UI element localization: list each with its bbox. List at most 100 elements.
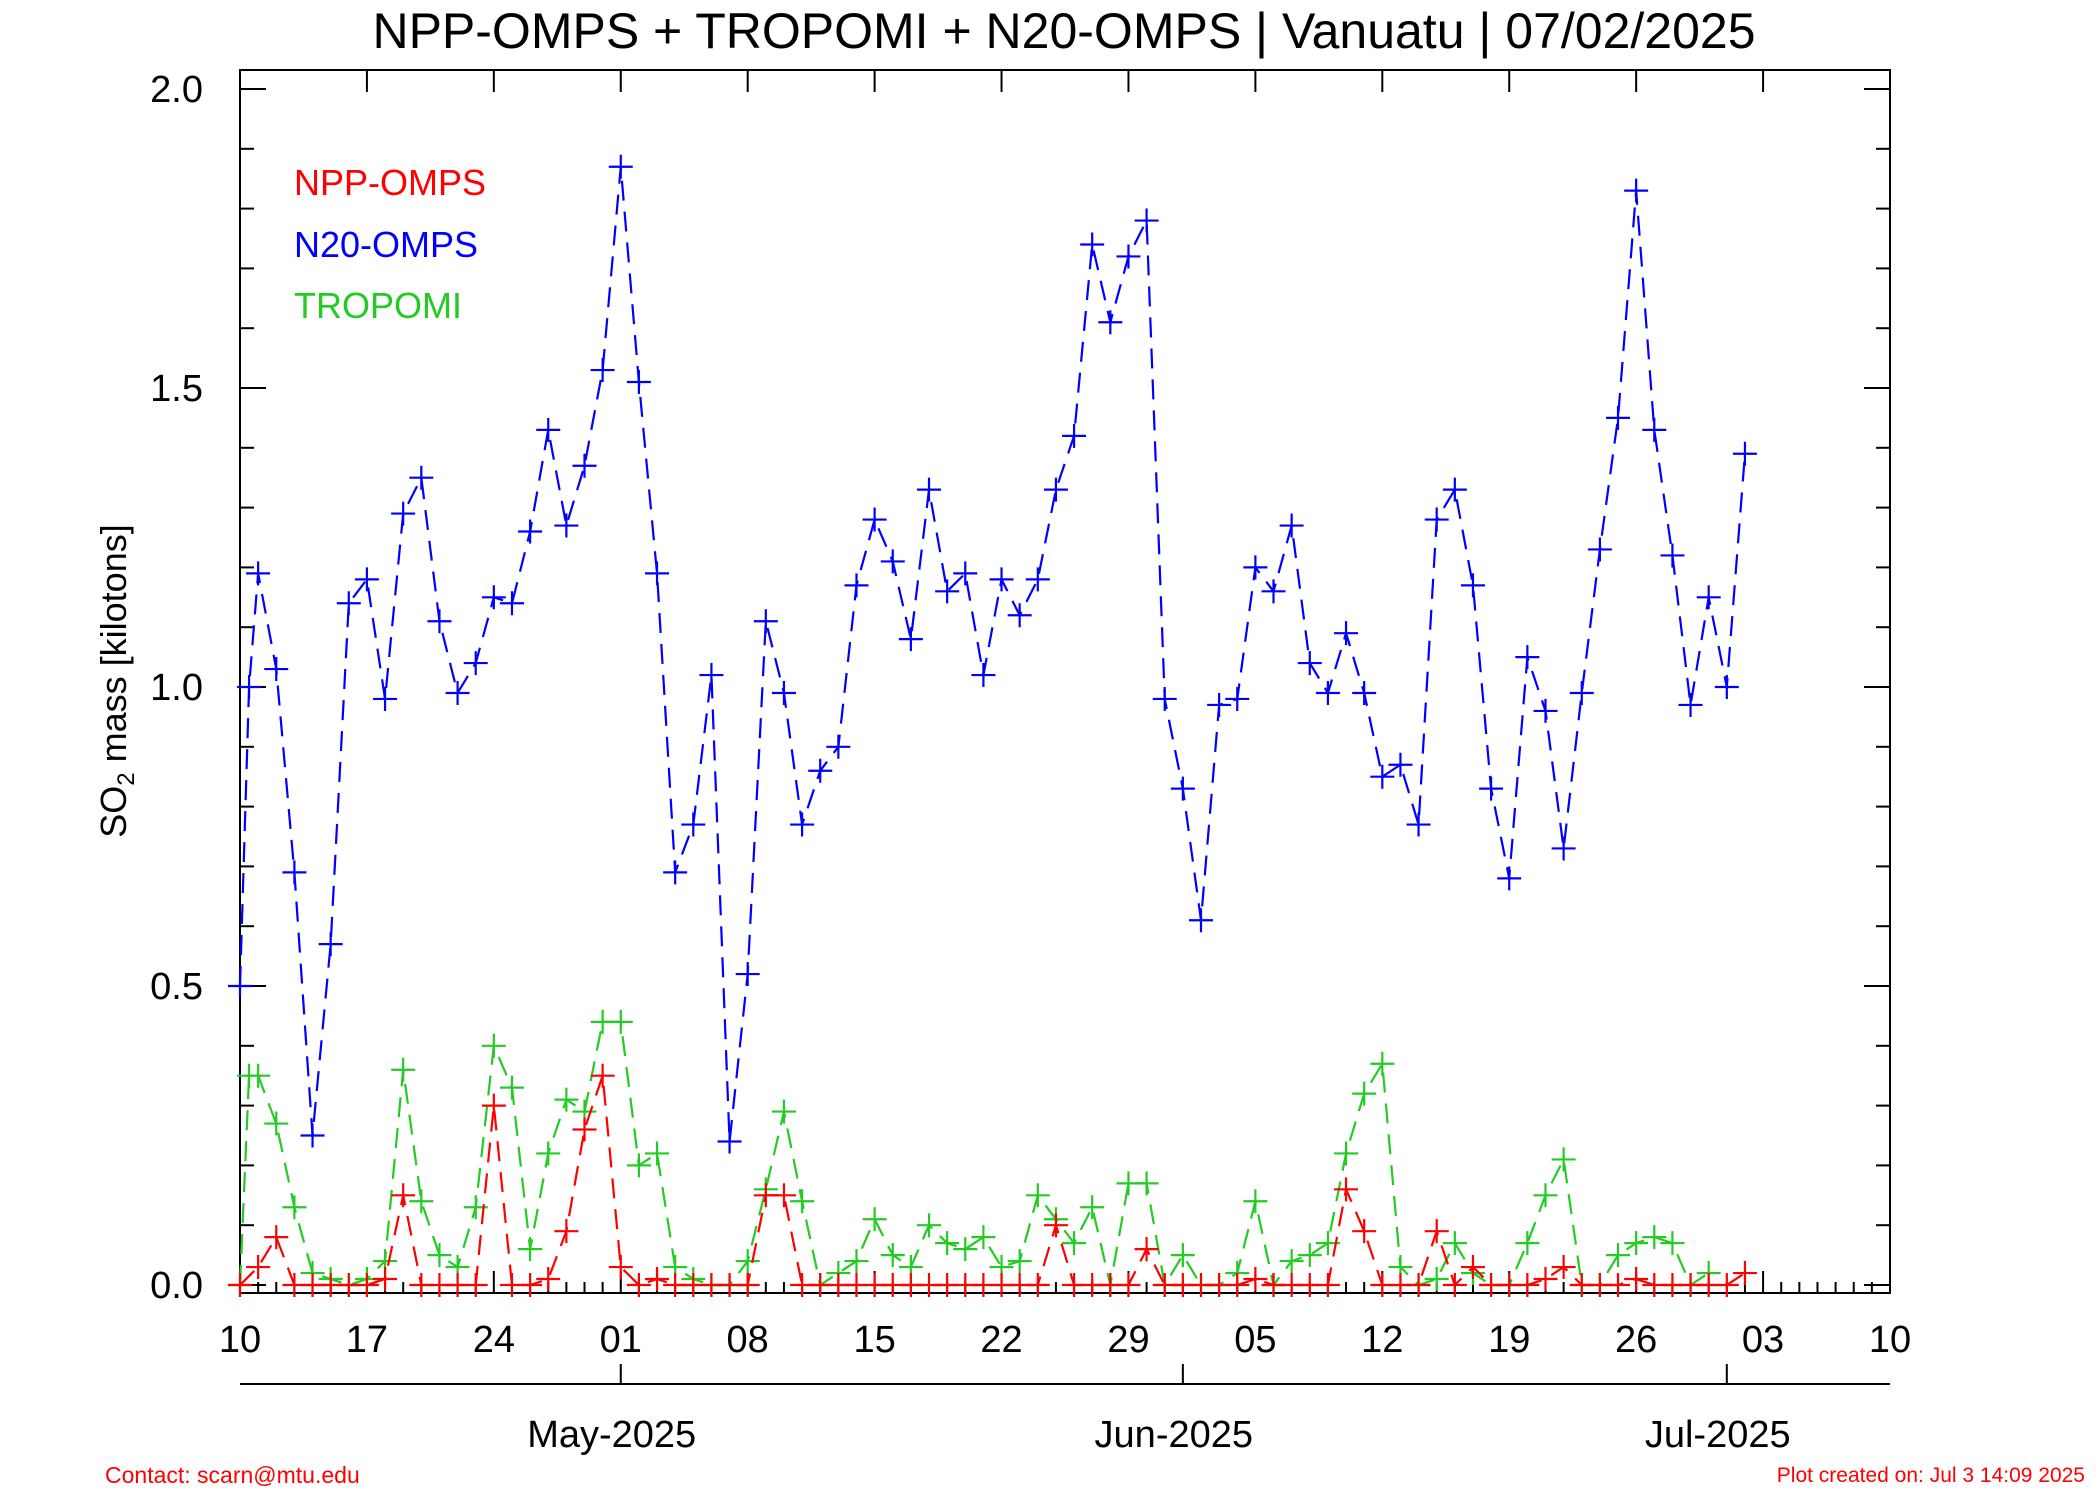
tropomi-point — [1007, 1249, 1032, 1274]
n20-omps-point — [1732, 441, 1757, 466]
n20-omps-point — [1134, 208, 1159, 233]
n20-omps-point — [681, 812, 706, 837]
n20-omps-point — [1334, 621, 1359, 646]
npp-omps-point — [1134, 1237, 1159, 1262]
n20-omps-point — [237, 675, 262, 699]
n20-omps-point — [1098, 310, 1123, 335]
n20-omps-point — [1388, 752, 1413, 777]
npp-omps-point — [481, 1093, 506, 1118]
y-tick-label: 2.0 — [150, 69, 203, 111]
tropomi-point — [917, 1213, 942, 1238]
x-tick-label: 15 — [853, 1319, 895, 1361]
x-tick-label: 19 — [1488, 1319, 1530, 1361]
n20-omps-point — [790, 812, 815, 837]
tropomi-point — [971, 1225, 996, 1250]
n20-omps-point — [808, 758, 833, 783]
npp-omps-point — [1116, 1273, 1141, 1297]
npp-omps-point — [1424, 1219, 1449, 1244]
n20-omps-point — [1279, 513, 1304, 538]
tropomi-point — [735, 1249, 760, 1274]
tropomi-point — [608, 1009, 633, 1034]
n20-omps-point — [1642, 417, 1667, 442]
series-n20-omps — [228, 154, 1757, 1154]
n20-omps-point — [481, 585, 506, 610]
x-tick-label: 10 — [1869, 1319, 1911, 1361]
npp-omps-point — [608, 1255, 633, 1280]
n20-omps-point — [1170, 776, 1195, 801]
npp-omps-point — [1225, 1273, 1250, 1297]
tropomi-point — [536, 1141, 561, 1166]
n20-omps-point — [880, 549, 905, 574]
tropomi-point — [771, 1099, 796, 1124]
n20-omps-point — [264, 657, 289, 682]
legend: NPP-OMPS N20-OMPS TROPOMI — [294, 162, 486, 326]
tropomi-point — [554, 1087, 579, 1112]
npp-omps-point — [1460, 1255, 1485, 1280]
n20-omps-point — [1207, 692, 1232, 717]
tropomi-point — [1334, 1141, 1359, 1166]
legend-npp-omps: NPP-OMPS — [294, 162, 486, 203]
npp-omps-point — [228, 1273, 252, 1297]
plot-frame — [239, 69, 1891, 1294]
tropomi-point — [1606, 1243, 1631, 1268]
npp-omps-point — [1043, 1213, 1068, 1238]
n20-omps-point — [1225, 686, 1250, 711]
tropomi-point — [427, 1243, 452, 1268]
npp-omps-point — [626, 1273, 651, 1297]
npp-omps-point — [1315, 1273, 1340, 1297]
y-tick-label: 0.5 — [150, 966, 203, 1008]
n20-omps-point — [1551, 836, 1576, 861]
tropomi-point — [282, 1195, 307, 1220]
tropomi-point — [862, 1207, 887, 1232]
n20-omps-point — [753, 609, 778, 634]
npp-omps-point — [536, 1267, 561, 1292]
n20-omps-point — [1569, 680, 1594, 705]
n20-omps-point — [1460, 573, 1485, 598]
x-axis-ticks: 10 17 24 01 08 15 22 29 05 12 19 26 03 10 May-2025 Jun-… — [219, 70, 1911, 1456]
n20-omps-point — [590, 358, 615, 383]
y-tick-label: 1.0 — [150, 667, 203, 709]
n20-omps-point — [336, 591, 361, 616]
tropomi-point — [1134, 1171, 1159, 1196]
n20-omps-point — [735, 962, 760, 987]
n20-omps-point — [373, 686, 398, 711]
tropomi-point — [626, 1153, 651, 1178]
tropomi-point — [1424, 1267, 1449, 1292]
n20-omps-point — [536, 417, 561, 442]
n20-omps-point — [499, 591, 524, 616]
npp-omps-point — [463, 1273, 488, 1297]
npp-omps-point — [1334, 1177, 1359, 1202]
n20-omps-point — [1062, 423, 1087, 448]
n20-omps-point — [1424, 507, 1449, 532]
n20-omps-point — [608, 154, 633, 179]
tropomi-point — [499, 1075, 524, 1100]
tropomi-point — [1062, 1231, 1087, 1256]
x-tick-label: 17 — [346, 1319, 388, 1361]
tropomi-point — [1279, 1249, 1304, 1274]
tropomi-point — [1170, 1243, 1195, 1268]
n20-omps-point — [626, 370, 651, 395]
n20-omps-point — [1116, 244, 1141, 269]
npp-omps-point — [1732, 1261, 1757, 1286]
month-label: Jun-2025 — [1095, 1414, 1253, 1456]
npp-omps-point — [1243, 1267, 1268, 1292]
x-tick-label: 01 — [600, 1319, 642, 1361]
n20-omps-point — [826, 734, 851, 759]
n20-omps-point — [318, 932, 343, 957]
npp-omps-point — [391, 1183, 416, 1208]
n20-omps-point — [1587, 537, 1612, 562]
series-tropomi — [228, 1009, 1721, 1297]
n20-omps-point — [554, 513, 579, 538]
n20-omps-point — [935, 579, 960, 604]
tropomi-point — [1624, 1231, 1649, 1256]
n20-omps-point — [953, 561, 978, 586]
n20-omps-point — [645, 561, 670, 586]
tropomi-point — [1533, 1183, 1558, 1208]
n20-omps-point — [1533, 698, 1558, 723]
tropomi-point — [1243, 1189, 1268, 1214]
n20-omps-point — [1043, 477, 1068, 502]
tropomi-point — [1442, 1231, 1467, 1256]
tropomi-point — [518, 1237, 543, 1262]
n20-omps-point — [898, 627, 923, 652]
